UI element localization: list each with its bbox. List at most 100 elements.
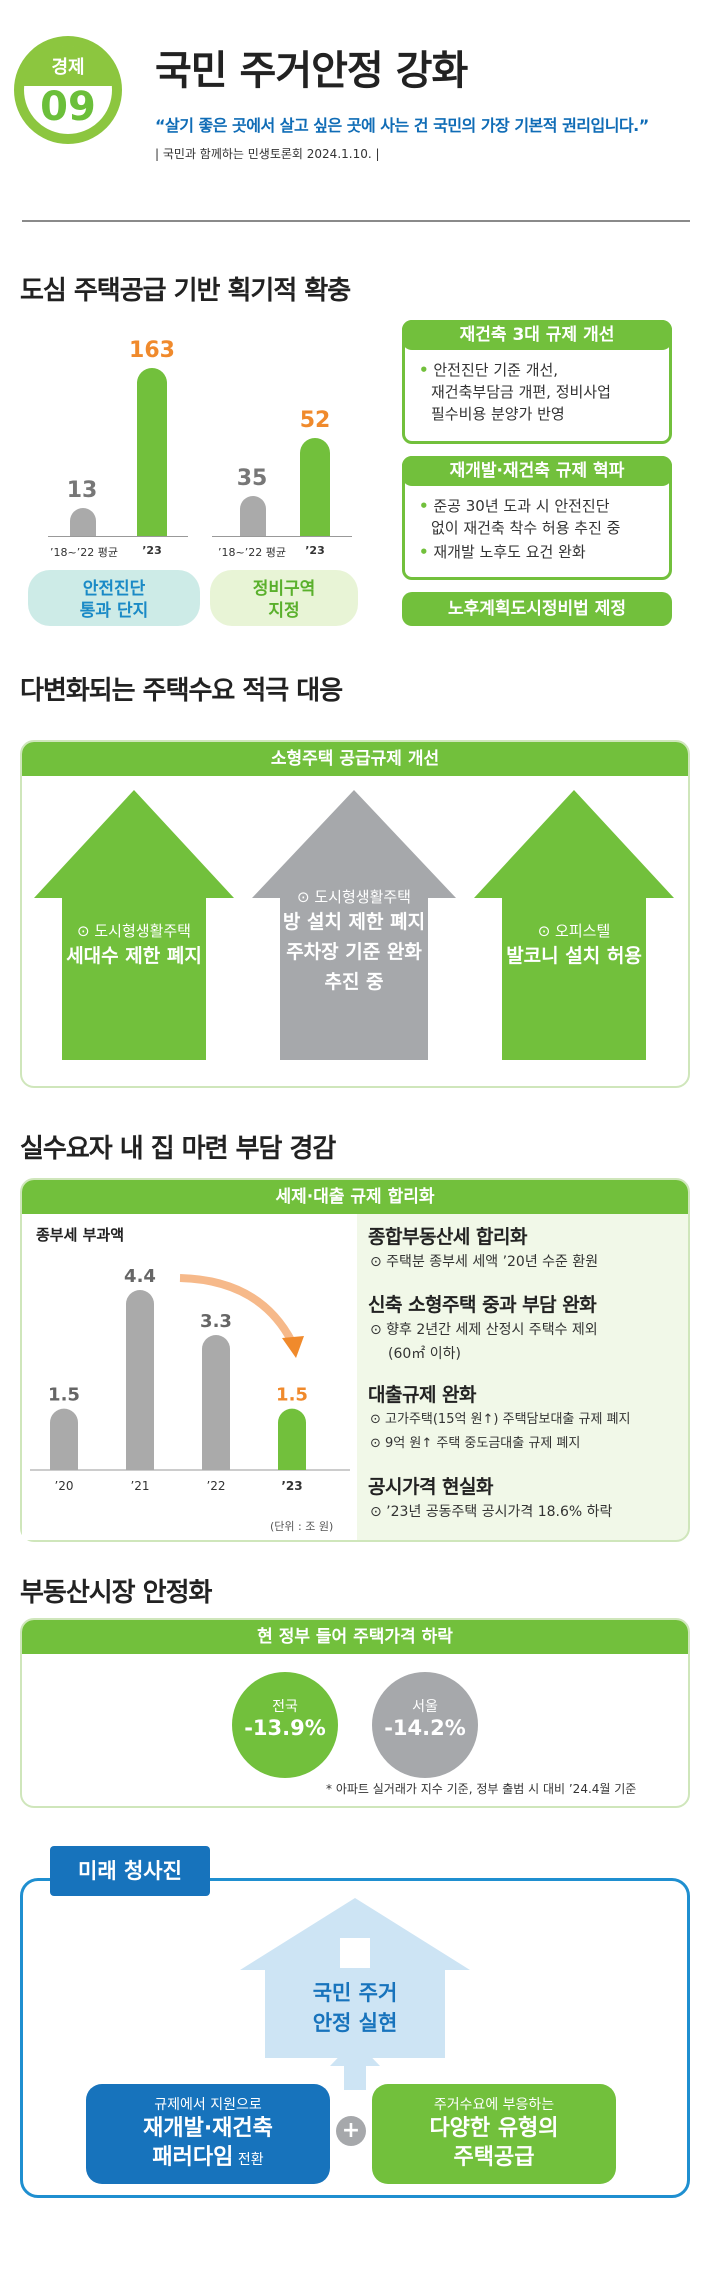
house2-line1: 방 설치 제한 폐지 <box>282 911 426 933</box>
chart2-avg-bar <box>240 496 266 536</box>
c1-label: 전국 <box>272 1699 298 1715</box>
up-arrow-icon <box>330 2040 380 2090</box>
chart-data-label: 4.4 <box>124 1266 156 1287</box>
r4-text: ⊙ ’23년 공동주택 공시가격 18.6% 하락 <box>370 1504 613 1520</box>
chart1-pill: 안전진단 통과 단지 <box>28 570 200 626</box>
house1-main: 세대수 제한 폐지 <box>66 945 202 967</box>
chart1-avg-value: 13 <box>66 478 98 503</box>
panel3-head: 세제·대출 규제 합리화 <box>22 1180 688 1214</box>
box-reconstruction-reform: 재건축 3대 규제 개선 • 안전진단 기준 개선, 재건축부담금 개편, 정비… <box>402 320 672 444</box>
r2-text2: (60㎡ 이하) <box>388 1346 461 1362</box>
section-badge: 경제 09 <box>14 36 122 144</box>
chart-data-label: 3.3 <box>200 1311 232 1332</box>
chart-area-bg <box>22 1214 357 1540</box>
c1-value: -13.9% <box>244 1716 326 1740</box>
badge-category: 경제 <box>24 46 112 86</box>
section1-title: 도심 주택공급 기반 획기적 확충 <box>20 276 351 306</box>
future-panel <box>20 1878 690 2198</box>
right-blueprint-box: 주거수요에 부응하는 다양한 유형의 주택공급 <box>372 2084 616 2184</box>
r3-text2: ⊙ 9억 원↑ 주택 중도금대출 규제 폐지 <box>370 1436 581 1451</box>
house3-main: 발코니 설치 허용 <box>506 945 642 967</box>
chart1-avg-bar <box>70 508 96 536</box>
chart1-avg-label: ’18~’22 평균 <box>50 546 118 559</box>
chart-bar <box>126 1290 154 1470</box>
future-tag: 미래 청사진 <box>50 1846 210 1896</box>
decrease-arrow-icon <box>179 1274 296 1344</box>
c2-label: 서울 <box>412 1699 438 1715</box>
chart-tick-label: ’21 <box>130 1479 149 1493</box>
section4-title: 부동산시장 안정화 <box>20 1578 212 1608</box>
box1-line2: 재건축부담금 개편, 정비사업 <box>431 383 611 401</box>
box2-line1: • 준공 30년 도과 시 안전진단 <box>419 497 610 515</box>
section2-title: 다변화되는 주택수요 적극 대응 <box>20 676 343 706</box>
right-sub: 주거수요에 부응하는 <box>433 2097 555 2113</box>
chart1-cur-label: ’23 <box>142 544 162 557</box>
quote: “살기 좋은 곳에서 살고 싶은 곳에 사는 건 국민의 가장 기본적 권리입니… <box>155 116 649 135</box>
left-line1: 재개발·재건축 <box>143 2116 273 2141</box>
tax-chart: 1.5 ’20 4.4 ’21 3.3 ’22 1.5 ’23 <box>30 1266 350 1493</box>
house3-text: ⊙ 오피스텔 발코니 설치 허용 <box>474 920 674 971</box>
box-redevelopment: 재개발·재건축 규제 혁파 • 준공 30년 도과 시 안전진단 없이 재건축 … <box>402 456 672 580</box>
chart-bar <box>50 1408 78 1470</box>
r1-head: 종합부동산세 합리화 <box>368 1226 527 1248</box>
panel-price: 현 정부 들어 주택가격 하락 <box>20 1618 690 1808</box>
r3-head: 대출규제 완화 <box>368 1384 477 1406</box>
chart2-avg-value: 35 <box>236 466 268 491</box>
box3-head: 노후계획도시정비법 제정 <box>402 592 672 626</box>
chart2-cur-label: ’23 <box>305 544 325 557</box>
chart-tick-label: ’23 <box>281 1479 302 1493</box>
future-house <box>240 1898 470 2058</box>
chart2-avg-label: ’18~’22 평균 <box>218 546 286 559</box>
chart2-cur-bar <box>300 438 330 536</box>
box2-line2: 없이 재건축 착수 허용 추진 중 <box>431 519 621 537</box>
chart-unit: (단위 : 조 원) <box>270 1520 334 1533</box>
section3-title: 실수요자 내 집 마련 부담 경감 <box>20 1134 336 1164</box>
box2-head: 재개발·재건축 규제 혁파 <box>402 456 672 486</box>
house3-shape <box>474 790 674 1060</box>
arrow-head-icon <box>282 1336 304 1358</box>
price-note: * 아파트 실거래가 지수 기준, 정부 출범 시 대비 ’24.4월 기준 <box>326 1782 637 1796</box>
divider <box>22 220 690 222</box>
chart1-axis <box>48 536 188 537</box>
box1-head: 재건축 3대 규제 개선 <box>402 320 672 350</box>
chart2-axis <box>212 536 352 537</box>
house2-line3: 추진 중 <box>324 971 384 993</box>
house2-text: ⊙ 도시형생활주택 방 설치 제한 폐지 주차장 기준 완화 추진 중 <box>252 886 456 997</box>
r2-head: 신축 소형주택 중과 부담 완화 <box>368 1294 597 1316</box>
house2-sub: ⊙ 도시형생활주택 <box>297 888 411 906</box>
panel4-head: 현 정부 들어 주택가격 하락 <box>22 1620 688 1654</box>
box2-line3: • 재개발 노후도 요건 완화 <box>419 543 586 561</box>
chart2-cur-value: 52 <box>299 408 331 433</box>
r2-text1: ⊙ 향후 2년간 세제 산정시 주택수 제외 <box>370 1322 598 1338</box>
house2-line2: 주차장 기준 완화 <box>286 941 422 963</box>
left-line2b: 전환 <box>233 2152 264 2168</box>
r3-text1: ⊙ 고가주택(15억 원↑) 주택담보대출 규제 폐지 <box>370 1412 631 1427</box>
left-blueprint-box: 규제에서 지원으로 재개발·재건축 패러다임 전환 <box>86 2084 330 2184</box>
house1-text: ⊙ 도시형생활주택 세대수 제한 폐지 <box>34 920 234 971</box>
chart-bar <box>278 1408 306 1470</box>
chart-data-label: 1.5 <box>48 1385 80 1406</box>
chart1-cur-bar <box>137 368 167 536</box>
house1-sub: ⊙ 도시형생활주택 <box>77 922 191 940</box>
box1-line3: 필수비용 분양가 반영 <box>431 405 565 423</box>
plus-icon: + <box>336 2116 366 2146</box>
circle-seoul: 서울 -14.2% <box>372 1672 478 1778</box>
page-title: 국민 주거안정 강화 <box>155 48 468 94</box>
house-line2: 안정 실현 <box>312 2011 398 2035</box>
panel2-head: 소형주택 공급규제 개선 <box>22 742 688 776</box>
right-line2: 주택공급 <box>453 2145 535 2170</box>
badge-number: 09 <box>40 84 96 130</box>
house1-shape <box>34 790 234 1060</box>
left-sub: 규제에서 지원으로 <box>154 2097 262 2113</box>
c2-value: -14.2% <box>384 1716 466 1740</box>
chart-title: 종부세 부과액 <box>36 1226 125 1244</box>
chart1-cur-value: 163 <box>129 338 175 363</box>
chart-bar <box>202 1335 230 1470</box>
box1-line1: • 안전진단 기준 개선, <box>419 361 559 379</box>
quote-source: | 국민과 함께하는 민생토론회 2024.1.10. | <box>155 147 380 161</box>
r4-head: 공시가격 현실화 <box>368 1476 493 1498</box>
house-line1: 국민 주거 <box>312 1981 398 2005</box>
circle-nationwide: 전국 -13.9% <box>232 1672 338 1778</box>
house2-shape <box>252 790 456 1060</box>
chart2-pill: 정비구역 지정 <box>210 570 358 626</box>
